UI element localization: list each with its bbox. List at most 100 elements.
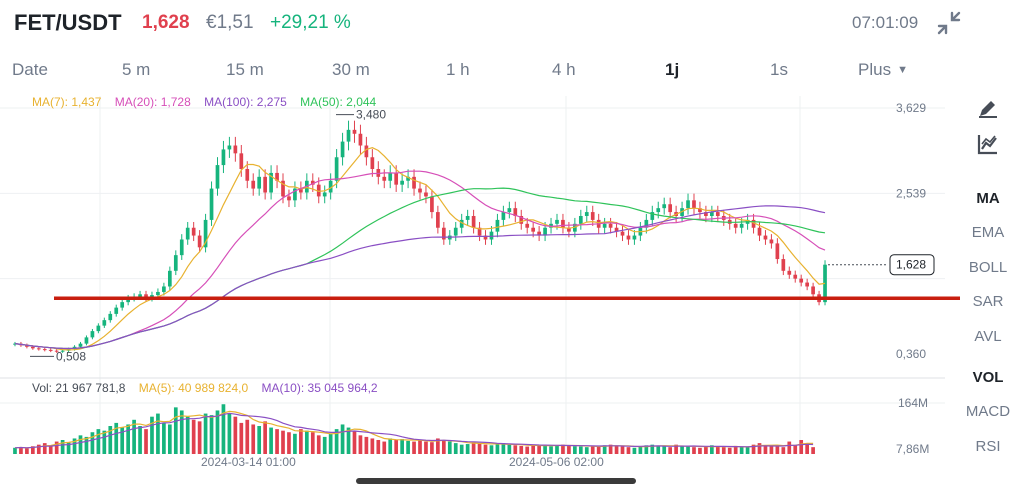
volume-bar: [805, 443, 809, 454]
draw-pen-icon[interactable]: [976, 96, 1000, 120]
volume-bar: [745, 447, 750, 454]
volume-bar: [42, 443, 47, 454]
candle-body: [495, 219, 500, 232]
candlestick-chart[interactable]: 3,629 2,539 0,360 164M 7,86M 2024-03-14 01:00…: [0, 88, 960, 478]
clock-time: 07:01:09: [852, 13, 919, 32]
candle-body: [108, 313, 113, 321]
tool-rsi[interactable]: RSI: [975, 438, 1001, 455]
pair-title[interactable]: FET/USDT: [14, 10, 122, 35]
volume-bar: [322, 436, 327, 454]
candle-body: [781, 259, 786, 271]
candle-body: [465, 215, 470, 220]
candle-body: [90, 331, 95, 338]
candle-body: [179, 239, 184, 256]
ma100-legend: MA(100): 2,275: [204, 95, 287, 109]
volume-bar: [596, 446, 601, 454]
more-label: Plus: [858, 60, 892, 79]
vol-value: Vol: 21 967 781,8: [32, 381, 126, 395]
volume-bar: [96, 429, 101, 454]
indicator-chart-icon[interactable]: [976, 132, 1000, 156]
tab-date[interactable]: Date: [12, 60, 48, 79]
volume-bar: [310, 432, 315, 454]
ma50-legend: MA(50): 2,044: [300, 95, 377, 109]
tab-1w[interactable]: 1s: [770, 60, 788, 79]
candle-body: [233, 145, 238, 154]
volume-bar: [400, 439, 404, 454]
tool-macd[interactable]: MACD: [965, 403, 1011, 420]
volume-bar: [608, 444, 613, 454]
volume-bar: [692, 447, 696, 454]
volume-bar: [418, 440, 422, 454]
current-price-box: [889, 254, 935, 276]
candle-body: [299, 188, 303, 193]
candle-body: [584, 212, 589, 216]
volume-bar: [680, 445, 684, 454]
volume-bar: [477, 443, 482, 454]
volume-bar: [602, 445, 607, 454]
candle-body: [293, 188, 297, 201]
volume-bar: [233, 416, 238, 454]
candle-body: [590, 212, 595, 220]
candle-body: [96, 325, 101, 332]
candle-body: [388, 172, 393, 181]
volume-bar: [150, 416, 154, 454]
tool-ma[interactable]: MA: [976, 190, 1000, 207]
volume-bar: [370, 438, 375, 454]
vol-ma10: MA(10): 35 045 964,2: [261, 381, 378, 395]
candle-body: [197, 235, 202, 248]
candle-body: [626, 235, 631, 240]
volume-bar: [531, 444, 536, 454]
tab-1h[interactable]: 1 h: [446, 60, 470, 79]
tab-1d[interactable]: 1j: [665, 60, 680, 79]
volume-bar: [114, 422, 119, 454]
volume-legend: Vol: 21 967 781,8 MA(5): 40 989 824,0 MA…: [32, 381, 388, 395]
volume-bar: [721, 447, 726, 454]
volume-bar: [751, 444, 756, 454]
candle-body: [513, 208, 518, 216]
volume-bar: [573, 446, 577, 454]
candle-body: [549, 223, 553, 228]
candle-body: [656, 208, 661, 213]
candle-body: [602, 223, 607, 228]
candle-body: [114, 307, 119, 314]
volume-bar: [358, 435, 363, 454]
volume-bar: [543, 445, 547, 454]
volume-bar: [555, 445, 559, 454]
volume-bar: [269, 427, 273, 454]
volume-bar: [698, 447, 702, 454]
volume-bar: [668, 447, 673, 454]
tab-5m[interactable]: 5 m: [122, 60, 151, 79]
candle-body: [775, 243, 780, 260]
tab-15m[interactable]: 15 m: [226, 60, 264, 79]
candle-body: [185, 227, 190, 240]
candle-body: [662, 204, 667, 209]
volume-bar: [120, 427, 125, 454]
volume-bar: [257, 426, 262, 454]
volume-bar: [811, 447, 815, 454]
tab-4h[interactable]: 4 h: [552, 60, 576, 79]
volume-bar: [537, 445, 541, 454]
high-marker-label: 3,480: [356, 108, 386, 122]
tool-vol[interactable]: VOL: [972, 369, 1004, 386]
volume-bar: [620, 446, 625, 454]
ma7-legend: MA(7): 1,437: [32, 95, 102, 109]
volume-bar: [436, 438, 440, 454]
candle-body: [334, 157, 339, 181]
collapse-arrows-icon[interactable]: [936, 10, 962, 36]
volume-bar: [48, 445, 53, 454]
candle-body: [227, 145, 232, 150]
volume-bar: [763, 445, 768, 454]
candle-body: [668, 204, 673, 213]
volume-bar: [662, 446, 667, 454]
volume-bar: [334, 429, 339, 454]
tool-boll[interactable]: BOLL: [968, 259, 1008, 276]
tool-ema[interactable]: EMA: [971, 224, 1005, 241]
low-marker-label: 0,508: [56, 349, 86, 363]
more-intervals-button[interactable]: Plus ▼: [858, 60, 908, 80]
volume-bar: [108, 426, 113, 454]
tool-avl[interactable]: AVL: [974, 328, 1002, 345]
tab-30m[interactable]: 30 m: [332, 60, 370, 79]
volume-bar: [686, 446, 690, 454]
tool-sar[interactable]: SAR: [972, 293, 1004, 310]
caret-down-icon: ▼: [897, 64, 908, 76]
